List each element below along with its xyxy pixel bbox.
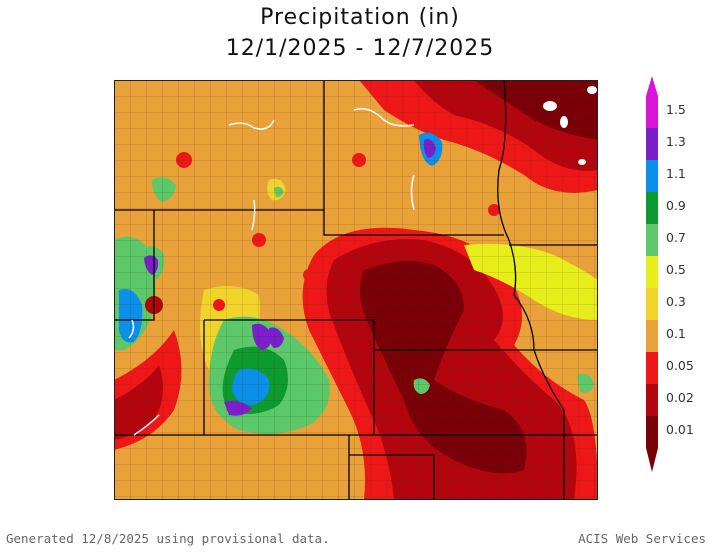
legend-tick-label: 0.1	[666, 326, 686, 341]
map-title: Precipitation (in)	[260, 5, 460, 30]
legend-swatch	[646, 192, 658, 224]
legend-tick-label: 0.7	[666, 230, 686, 245]
legend-bottom-arrow	[646, 448, 658, 472]
legend-tick-label: 1.1	[666, 166, 686, 181]
legend-tick-label: 1.3	[666, 134, 686, 149]
precipitation-map	[114, 80, 598, 500]
legend-tick-label: 0.5	[666, 262, 686, 277]
precipitation-legend: 1.5 1.3 1.1 0.9 0.7 0.5 0.3 0.1 0.05 0.02 0.01	[646, 76, 694, 472]
legend-swatch	[646, 224, 658, 256]
legend-tick-label: 0.05	[666, 358, 694, 373]
legend-swatch	[646, 160, 658, 192]
legend-swatch	[646, 352, 658, 384]
legend-swatch	[646, 128, 658, 160]
legend-swatch	[646, 416, 658, 448]
legend-swatch	[646, 384, 658, 416]
map-date-range: 12/1/2025 - 12/7/2025	[225, 36, 495, 61]
legend-tick-label: 1.5	[666, 102, 686, 117]
legend-tick-label: 0.3	[666, 294, 686, 309]
legend-swatch	[646, 96, 658, 128]
legend-tick-label: 0.01	[666, 422, 694, 437]
legend-swatch	[646, 320, 658, 352]
legend-tick-label: 0.02	[666, 390, 694, 405]
footer-source: ACIS Web Services	[578, 531, 706, 546]
footer-generated-note: Generated 12/8/2025 using provisional da…	[6, 531, 330, 546]
legend-top-arrow	[646, 76, 658, 96]
legend-tick-label: 0.9	[666, 198, 686, 213]
legend-swatch	[646, 256, 658, 288]
legend-swatch	[646, 288, 658, 320]
state-borders	[114, 80, 598, 500]
